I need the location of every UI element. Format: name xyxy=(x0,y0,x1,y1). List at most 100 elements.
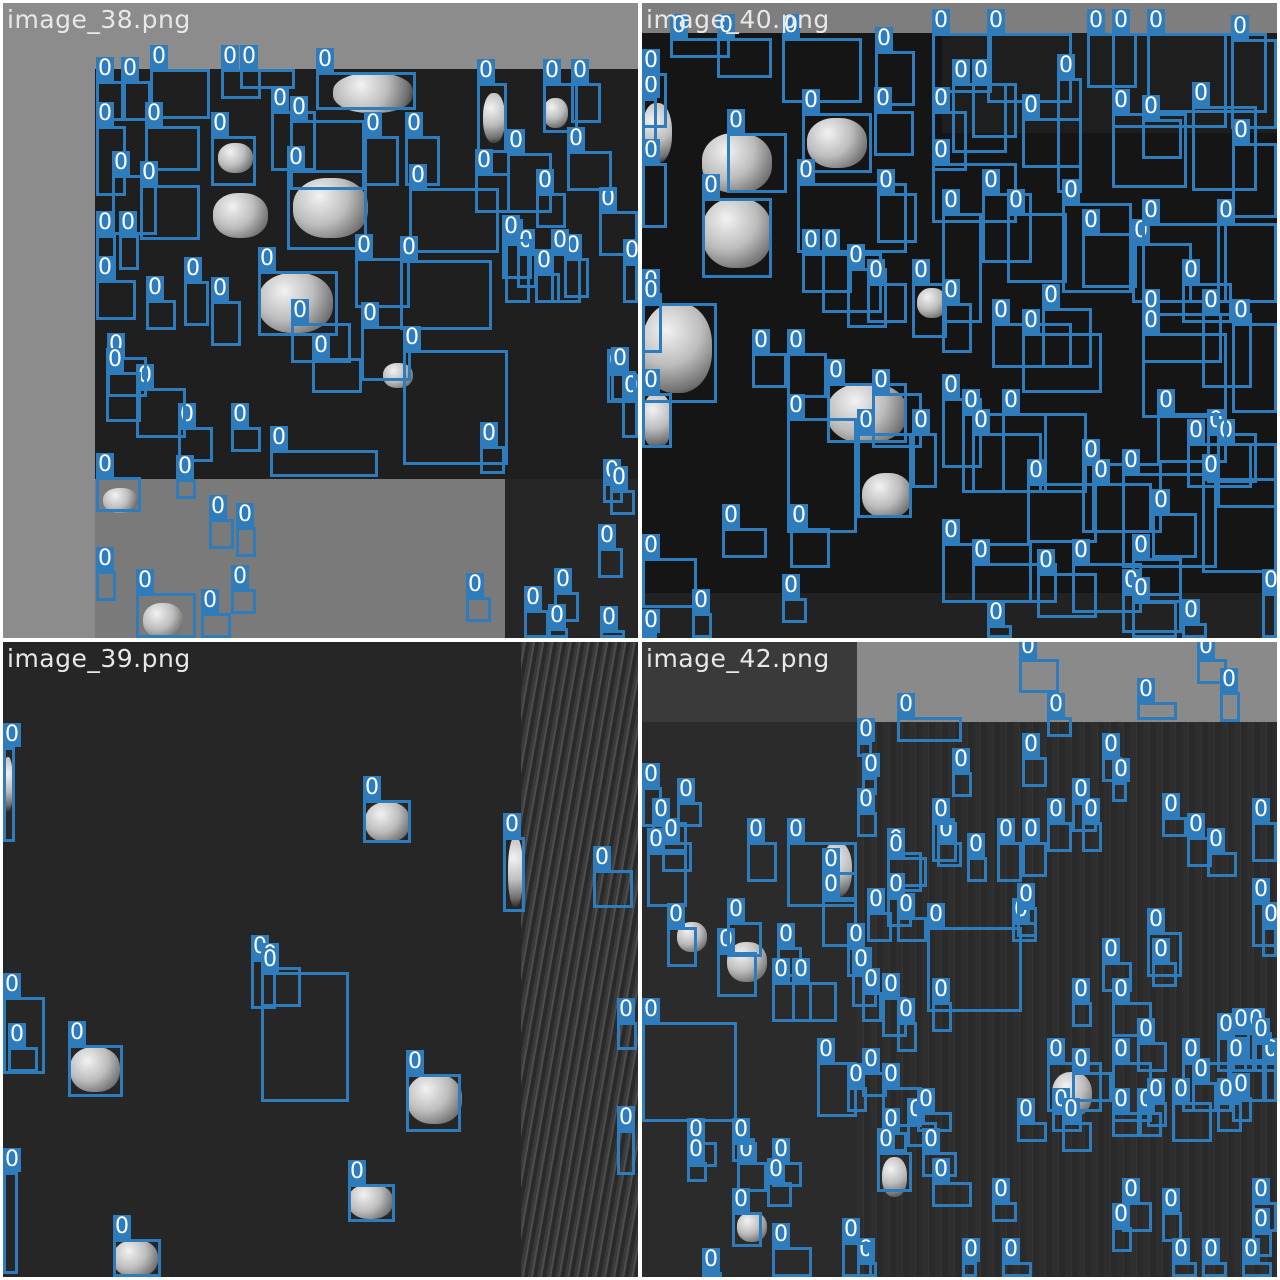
bounding-box xyxy=(967,857,987,882)
bounding-box xyxy=(1157,413,1227,463)
bounding-box xyxy=(727,133,787,193)
bounding-box xyxy=(717,952,757,997)
class-label: 0 xyxy=(106,347,124,372)
class-label: 0 xyxy=(3,1147,21,1172)
class-label: 0 xyxy=(732,1117,750,1142)
bounding-box xyxy=(722,528,767,558)
class-label: 0 xyxy=(543,58,561,83)
bounding-box xyxy=(136,593,196,638)
bounding-box xyxy=(201,613,231,638)
class-label: 0 xyxy=(972,58,990,83)
bounding-box xyxy=(1182,283,1232,323)
bounding-box xyxy=(184,281,209,326)
bounding-box xyxy=(692,613,712,638)
bounding-box xyxy=(231,589,256,614)
class-label: 0 xyxy=(258,246,276,271)
class-label: 0 xyxy=(290,95,308,120)
class-label: 0 xyxy=(652,797,670,822)
class-label: 0 xyxy=(96,56,114,81)
class-label: 0 xyxy=(1082,438,1100,463)
bounding-box xyxy=(536,193,566,228)
class-label: 0 xyxy=(1142,198,1160,223)
panel-title: image_38.png xyxy=(7,5,191,34)
class-label: 0 xyxy=(802,228,820,253)
class-label: 0 xyxy=(642,997,660,1022)
bounding-box xyxy=(1122,593,1182,633)
class-label: 0 xyxy=(1087,8,1105,33)
bounding-box xyxy=(1142,333,1227,418)
particle xyxy=(407,1074,462,1124)
bounding-box xyxy=(647,852,687,907)
class-label: 0 xyxy=(355,233,373,258)
particle xyxy=(333,73,413,113)
bounding-box xyxy=(1082,233,1137,288)
bounding-box xyxy=(1137,702,1177,720)
bounding-box xyxy=(477,83,507,153)
particle xyxy=(348,1184,393,1219)
class-label: 0 xyxy=(316,47,334,72)
class-label: 0 xyxy=(551,228,569,253)
class-label: 0 xyxy=(872,368,890,393)
bounding-box xyxy=(702,198,772,278)
class-label: 0 xyxy=(1002,388,1020,413)
class-label: 0 xyxy=(827,358,845,383)
bounding-box xyxy=(113,1239,161,1277)
bounding-box xyxy=(772,1247,812,1277)
class-label: 0 xyxy=(942,188,960,213)
bounding-box xyxy=(642,393,672,448)
class-label: 0 xyxy=(727,897,745,922)
class-label: 0 xyxy=(642,608,660,633)
bounding-box xyxy=(1252,822,1277,862)
class-label: 0 xyxy=(403,325,421,350)
bounding-box xyxy=(524,610,549,638)
bounding-box xyxy=(209,519,234,549)
bounding-box xyxy=(1062,1122,1092,1152)
class-label: 0 xyxy=(1157,388,1175,413)
class-label: 0 xyxy=(1022,308,1040,333)
bounding-box xyxy=(1207,852,1237,877)
bounding-box xyxy=(752,353,787,388)
class-label: 0 xyxy=(593,845,611,870)
class-label: 0 xyxy=(777,922,795,947)
bounding-box xyxy=(548,628,568,638)
class-label: 0 xyxy=(502,214,520,239)
class-label: 0 xyxy=(752,328,770,353)
class-label: 0 xyxy=(598,523,616,548)
bounding-box xyxy=(211,136,256,186)
class-label: 0 xyxy=(1232,1007,1250,1032)
class-label: 0 xyxy=(772,1222,790,1247)
bounding-box xyxy=(942,303,972,353)
bounding-box xyxy=(567,151,612,191)
class-label: 0 xyxy=(1112,1037,1130,1062)
class-label: 0 xyxy=(897,997,915,1022)
bounding-box xyxy=(932,1182,972,1207)
bounding-box xyxy=(642,73,667,128)
class-label: 0 xyxy=(867,887,885,912)
class-label: 0 xyxy=(363,775,381,800)
particle xyxy=(365,802,410,842)
class-label: 0 xyxy=(1112,88,1130,113)
class-label: 0 xyxy=(1042,283,1060,308)
class-label: 0 xyxy=(927,902,945,927)
class-label: 0 xyxy=(787,393,805,418)
class-label: 0 xyxy=(475,148,493,173)
panel-title: image_40.png xyxy=(646,5,830,34)
class-label: 0 xyxy=(982,168,1000,193)
bounding-box xyxy=(551,253,581,303)
class-label: 0 xyxy=(1132,533,1150,558)
class-label: 0 xyxy=(1027,458,1045,483)
class-label: 0 xyxy=(211,111,229,136)
class-label: 0 xyxy=(1252,1177,1270,1202)
class-label: 0 xyxy=(932,86,950,111)
class-label: 0 xyxy=(942,278,960,303)
class-label: 0 xyxy=(997,817,1015,842)
class-label: 0 xyxy=(932,797,950,822)
bounding-box xyxy=(874,111,914,156)
class-label: 0 xyxy=(747,817,765,842)
bounding-box xyxy=(842,1242,872,1277)
bounding-box xyxy=(1042,308,1092,368)
class-label: 0 xyxy=(875,26,893,51)
class-label: 0 xyxy=(176,454,194,479)
particle xyxy=(3,757,13,812)
